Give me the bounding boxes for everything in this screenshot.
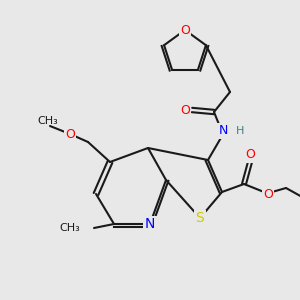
Text: CH₃: CH₃ xyxy=(59,223,80,233)
Text: S: S xyxy=(196,211,204,225)
Text: O: O xyxy=(65,128,75,140)
Text: CH₃: CH₃ xyxy=(38,116,58,126)
Text: O: O xyxy=(180,23,190,37)
Text: N: N xyxy=(145,217,155,231)
Text: N: N xyxy=(218,124,228,137)
Text: O: O xyxy=(180,103,190,116)
Text: O: O xyxy=(245,148,255,161)
Text: H: H xyxy=(236,126,244,136)
Text: O: O xyxy=(263,188,273,200)
